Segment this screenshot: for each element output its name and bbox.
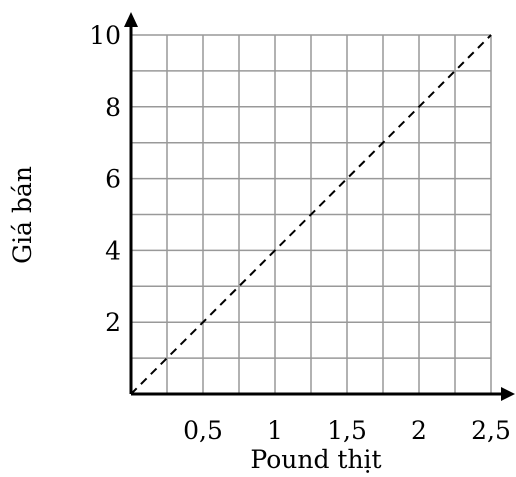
x-tick-label: 0,5 [183,416,223,445]
y-tick-label: 4 [105,236,121,265]
y-tick-label: 10 [89,21,121,50]
x-tick-label: 2,5 [471,416,511,445]
y-axis-title: Giá bán [8,166,37,264]
x-axis-title: Pound thịt [250,445,381,474]
tick-labels: 0,5 1 1,5 2 2,5 2 4 6 8 10 [89,21,511,445]
x-axis-arrow [501,387,515,401]
series-line [130,34,492,395]
y-axis-arrow [124,12,138,27]
x-tick-label: 2 [411,416,427,445]
y-tick-label: 8 [105,93,121,122]
y-tick-label: 6 [105,165,121,194]
axes [124,12,515,401]
x-tick-label: 1,5 [327,416,367,445]
series-layer [130,34,492,395]
y-tick-label: 2 [105,308,121,337]
grid [131,34,492,394]
x-tick-label: 1 [267,416,283,445]
